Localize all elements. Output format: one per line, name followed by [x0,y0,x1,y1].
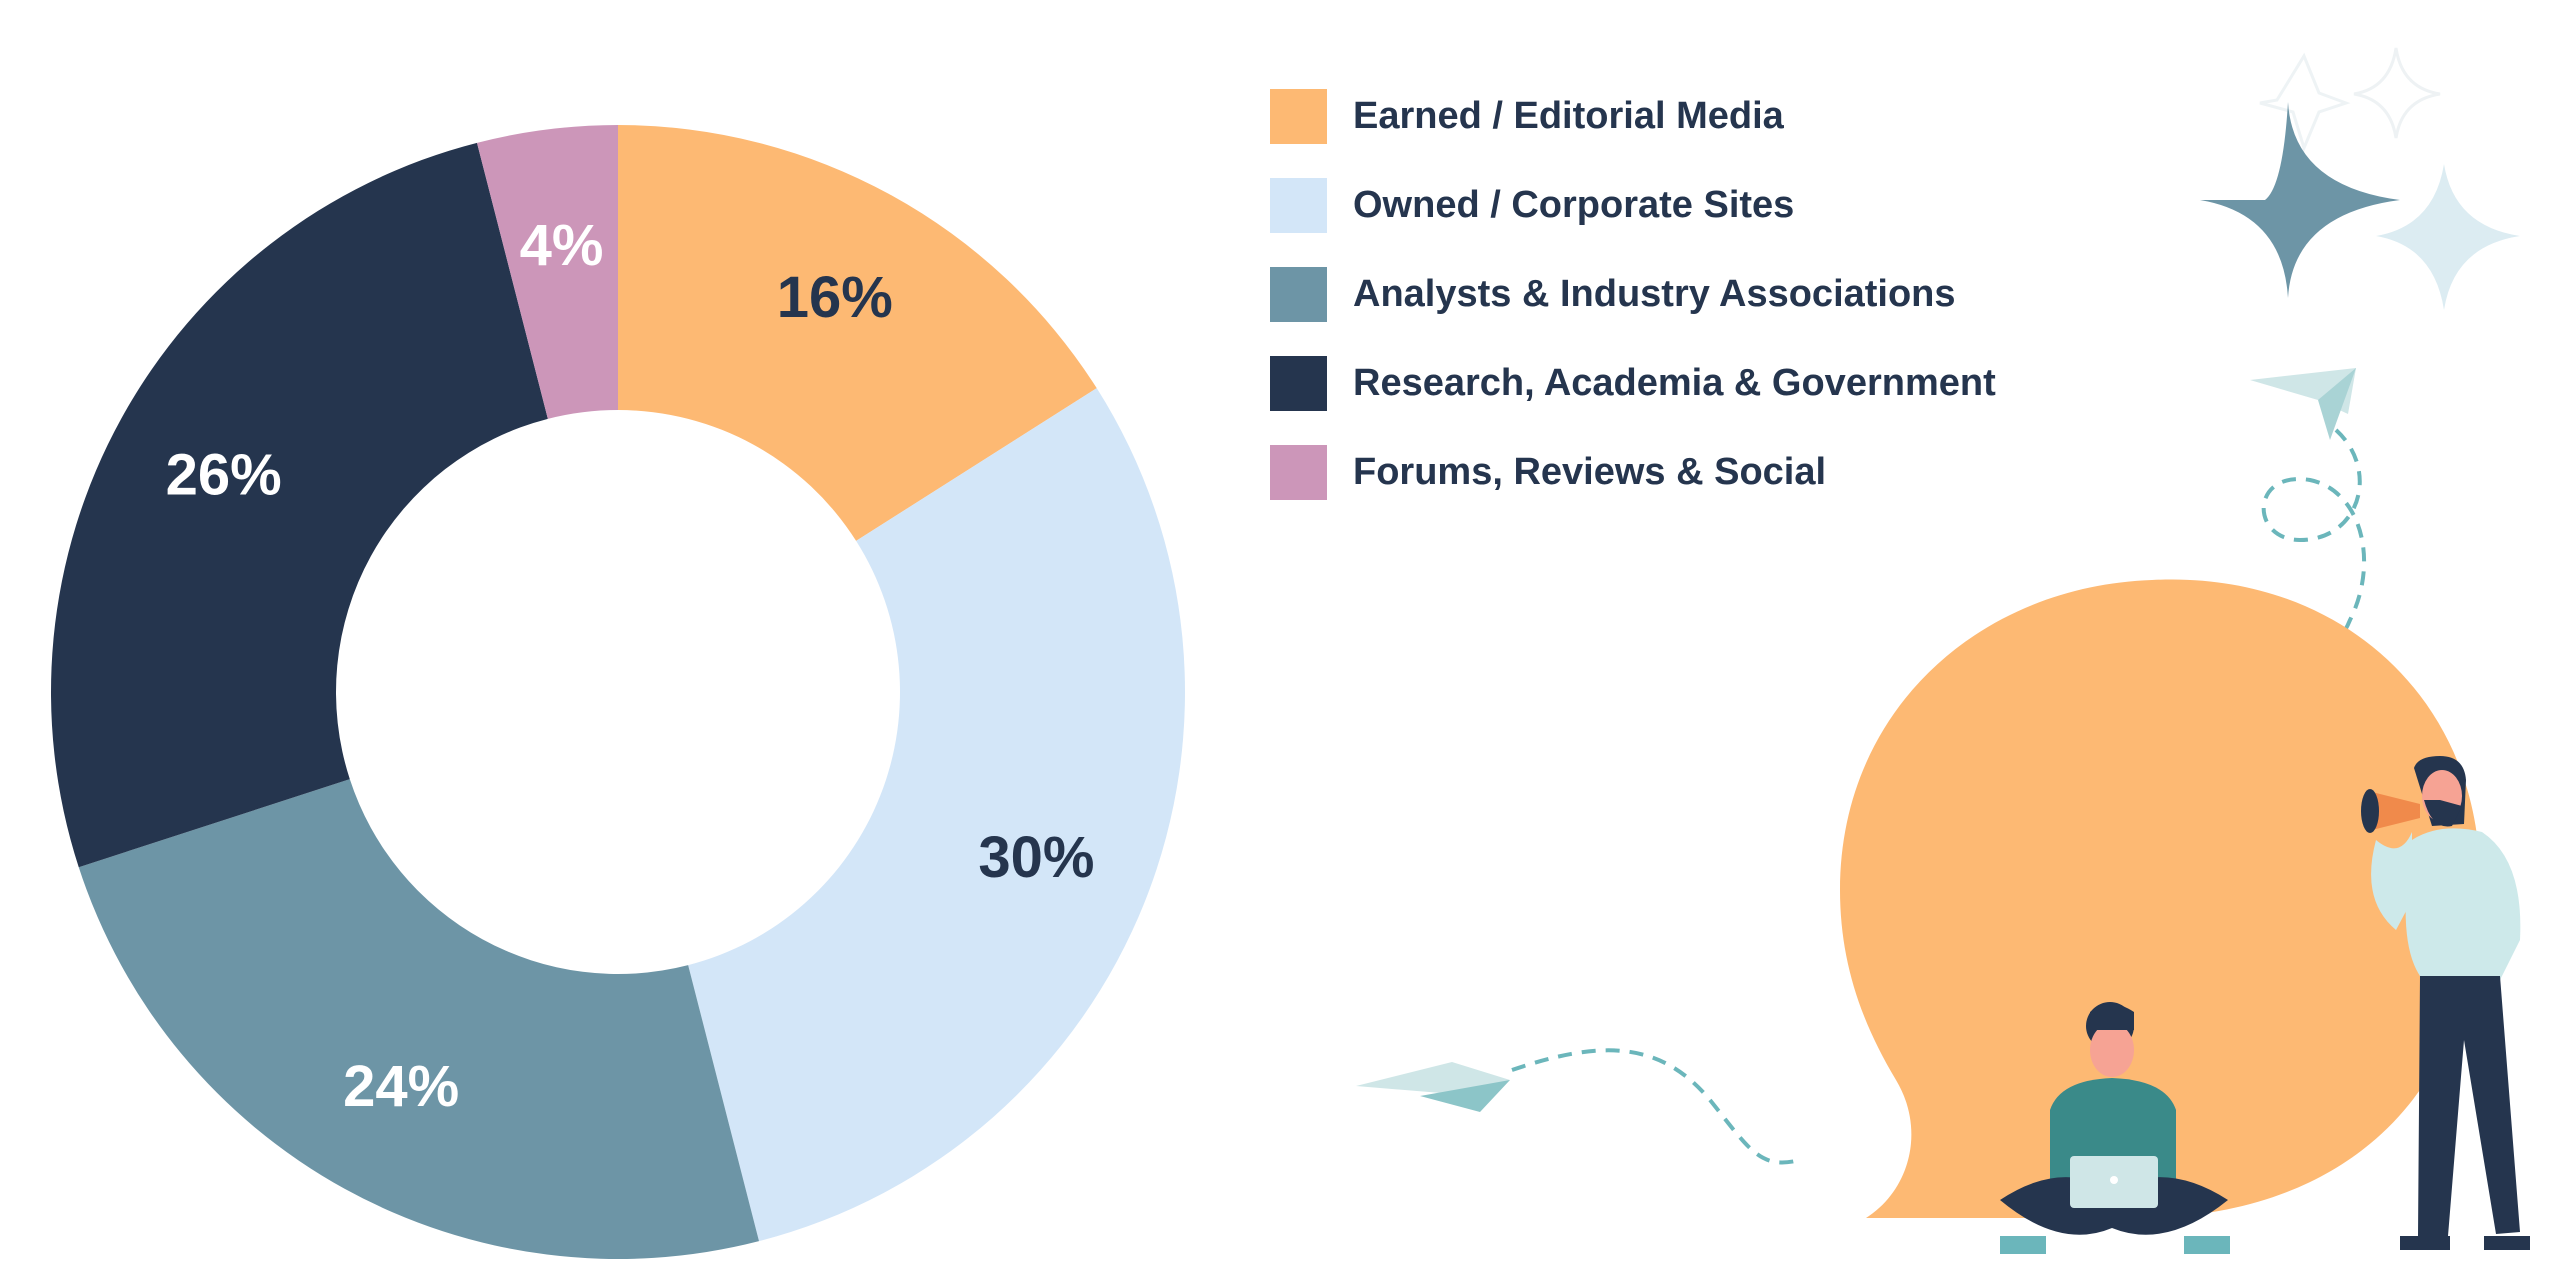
donut-chart: 16% 30% 24% 26% 4% [50,125,1185,1259]
legend-item: Research, Academia & Government [1270,355,1996,411]
person-with-laptop-icon [2000,1002,2230,1254]
legend-swatch [1270,266,1327,322]
legend-label: Owned / Corporate Sites [1353,183,1795,226]
legend-item: Earned / Editorial Media [1270,88,1996,144]
donut-slice [688,388,1185,1242]
slice-value-label: 30% [978,825,1094,890]
legend-label: Earned / Editorial Media [1353,94,1784,137]
donut-slice [618,125,1097,541]
sparkle-icon [2376,164,2520,310]
slice-value-label: 16% [777,265,893,330]
sparkle-icon [2200,102,2400,298]
donut-slice-labels: 16% 30% 24% 26% 4% [166,213,1095,1119]
sparkle-icon [2259,52,2351,153]
legend-label: Forums, Reviews & Social [1353,450,1827,493]
paper-plane-icon [2250,368,2356,440]
donut-slice [50,142,548,868]
legend-swatch [1270,355,1327,411]
slice-value-label: 4% [520,213,604,278]
slice-value-label: 24% [343,1054,459,1119]
person-with-megaphone-icon [2361,756,2530,1250]
legend-item: Forums, Reviews & Social [1270,444,1996,500]
donut-slice [476,125,618,419]
legend-item: Analysts & Industry Associations [1270,266,1996,322]
paper-plane-icon [1356,1062,1510,1112]
donut-slice [78,779,760,1259]
legend-swatch [1270,444,1327,500]
slice-value-label: 26% [166,443,282,508]
legend-label: Research, Academia & Government [1353,361,1996,404]
donut-slices [50,125,1185,1259]
legend-label: Analysts & Industry Associations [1353,272,1956,315]
sparkle-icon [2353,47,2441,139]
sparkle-icon [2280,58,2308,146]
legend-swatch [1270,88,1327,144]
legend-item: Owned / Corporate Sites [1270,177,1996,233]
speech-bubble-icon [1840,579,2480,1218]
legend-swatch [1270,177,1327,233]
chart-legend: Earned / Editorial Media Owned / Corporat… [1270,88,1996,533]
